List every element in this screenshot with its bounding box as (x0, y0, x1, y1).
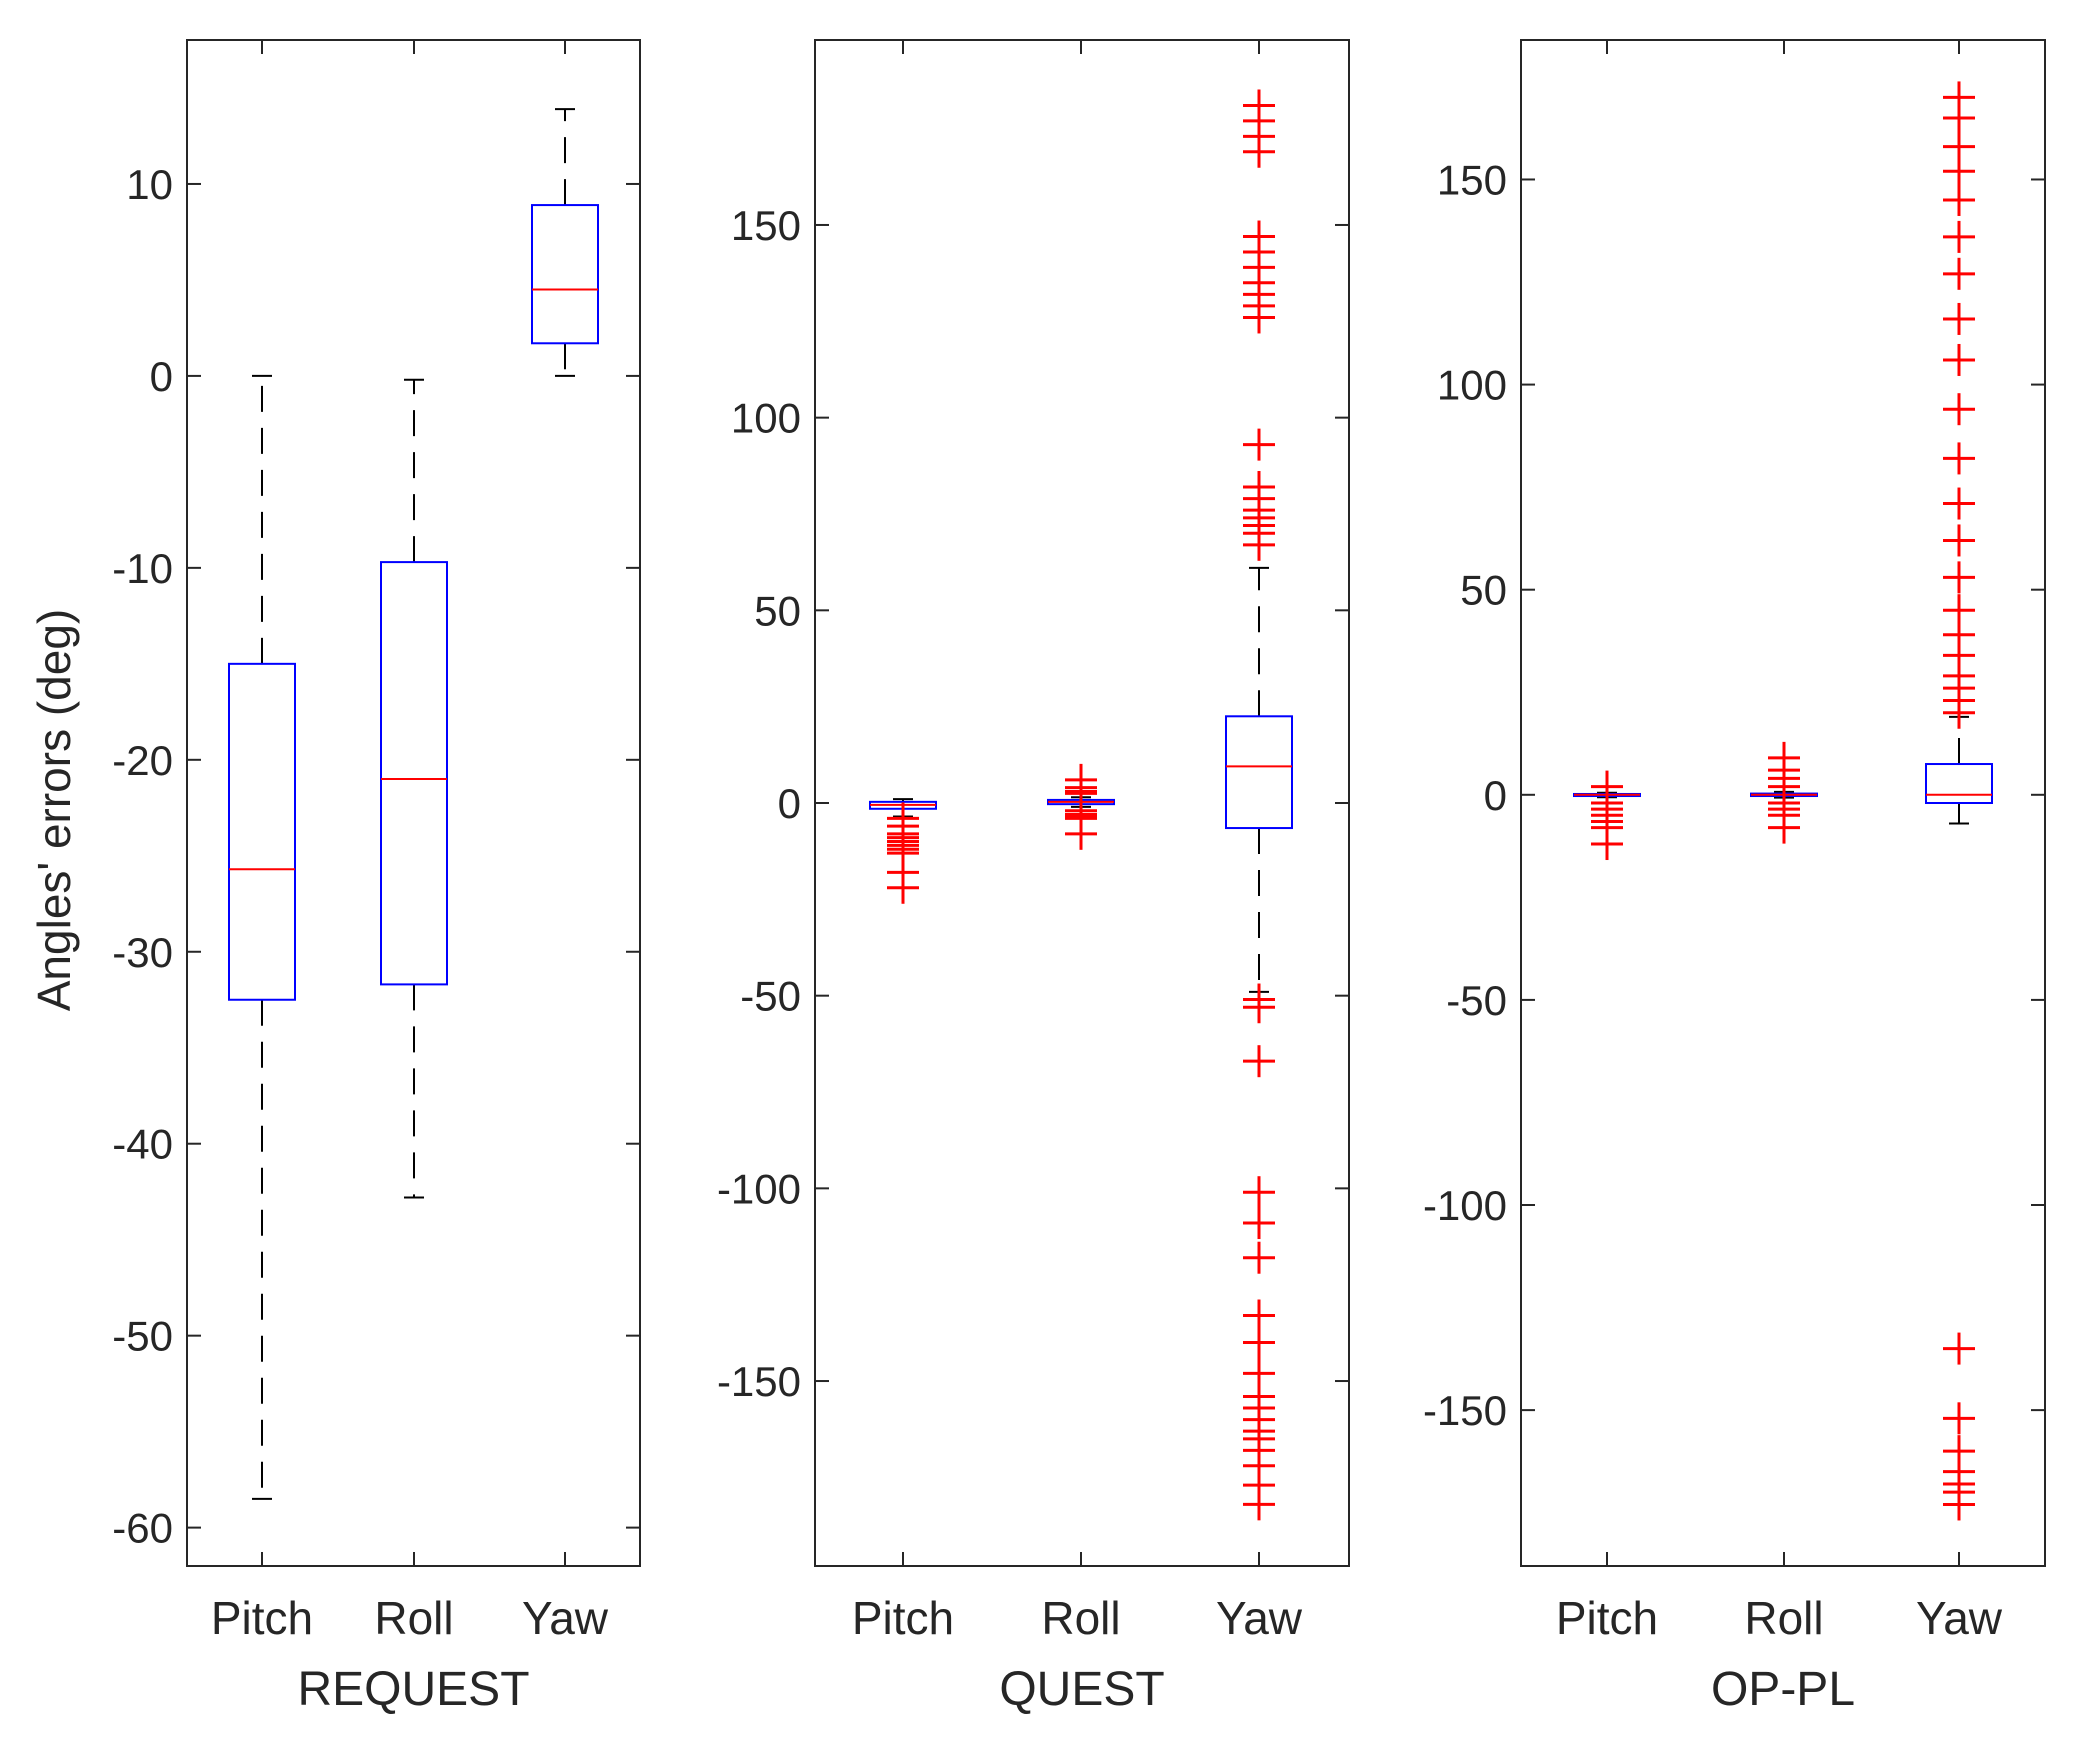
outlier-marker (1943, 524, 1975, 557)
outlier-marker (1768, 811, 1800, 844)
outlier-marker (1943, 561, 1975, 594)
box-pitch (228, 374, 296, 1500)
outlier-marker (1943, 343, 1975, 376)
x-tick-label: Yaw (1216, 1592, 1303, 1644)
y-tick-label: -60 (112, 1505, 173, 1552)
panel-op-pl: 150 100 50 0 -50 -100 -150 Pitch Roll Yaw OP-PL (1423, 39, 2046, 1716)
box-yaw (1225, 89, 1293, 1521)
outlier-marker (1943, 101, 1975, 134)
outlier-marker (1243, 428, 1275, 461)
y-tick-label: -10 (112, 545, 173, 592)
y-tick-label: -100 (1423, 1182, 1507, 1229)
x-tick-label: Pitch (852, 1592, 954, 1644)
y-tick-label: 50 (754, 587, 801, 634)
outlier-marker (1243, 1241, 1275, 1274)
outlier-marker (1943, 302, 1975, 335)
outlier-marker (1943, 155, 1975, 188)
y-tick-label: 10 (126, 161, 173, 208)
outlier-marker (1243, 1326, 1275, 1359)
outlier-marker (1591, 828, 1623, 861)
y-tick-label: -150 (1423, 1387, 1507, 1434)
y-tick-label: 0 (778, 780, 801, 827)
y-axis-label: Angles' errors (deg) (28, 609, 80, 1012)
outlier-marker (1243, 991, 1275, 1024)
y-tick-label: -20 (112, 737, 173, 784)
y-tick-label: -50 (740, 973, 801, 1020)
iqr-box (1225, 715, 1293, 830)
outlier-marker (1243, 528, 1275, 561)
outlier-marker (1943, 442, 1975, 475)
outlier-marker (1943, 487, 1975, 520)
y-tick-label: 100 (731, 395, 801, 442)
box-roll (1750, 741, 1818, 844)
iqr-box (1925, 763, 1993, 804)
outlier-marker (1943, 220, 1975, 253)
outlier-marker (887, 871, 919, 904)
outlier-marker (1243, 1299, 1275, 1332)
outlier-marker (1943, 1488, 1975, 1521)
y-tick-label: -150 (717, 1358, 801, 1405)
y-tick-label: 0 (1484, 772, 1507, 819)
outlier-marker (1243, 135, 1275, 168)
x-axis-label: OP-PL (1711, 1663, 1855, 1716)
box-yaw (1925, 81, 1993, 1521)
panel-request: 10 0 -10 -20 -30 -40 -50 -60 Pitch Roll Yaw REQUEST (112, 39, 641, 1716)
x-tick-label: Yaw (1916, 1592, 2003, 1644)
y-tick-label: 150 (731, 202, 801, 249)
box-yaw (531, 108, 599, 377)
box-pitch (1573, 770, 1641, 861)
x-tick-label: Roll (1041, 1592, 1120, 1644)
outlier-marker (1943, 1402, 1975, 1435)
x-tick-label: Pitch (211, 1592, 313, 1644)
outlier-marker (1243, 1176, 1275, 1209)
outlier-marker (1943, 1332, 1975, 1365)
x-tick-label: Roll (1744, 1592, 1823, 1644)
x-axis-label: REQUEST (297, 1663, 529, 1716)
y-tick-label: 150 (1437, 156, 1507, 203)
box-roll (380, 378, 448, 1199)
outlier-marker (1243, 301, 1275, 334)
x-tick-label: Yaw (522, 1592, 609, 1644)
y-tick-label: -40 (112, 1121, 173, 1168)
outlier-marker (1243, 1045, 1275, 1078)
panel-quest: 150 100 50 0 -50 -100 -150 Pitch Roll Yaw QUEST (717, 39, 1350, 1716)
outlier-marker (1943, 696, 1975, 729)
x-tick-label: Pitch (1556, 1592, 1658, 1644)
iqr-box (531, 204, 599, 345)
outlier-marker (1943, 393, 1975, 426)
box-roll (1047, 763, 1115, 850)
y-tick-label: -30 (112, 929, 173, 976)
y-tick-label: 50 (1460, 567, 1507, 614)
x-axis-label: QUEST (999, 1663, 1164, 1716)
outlier-marker (1065, 817, 1097, 850)
outlier-marker (1943, 183, 1975, 216)
iqr-box (380, 561, 448, 986)
y-tick-label: -50 (112, 1313, 173, 1360)
outlier-marker (1243, 1488, 1275, 1521)
outlier-marker (1243, 1207, 1275, 1240)
outlier-marker (1943, 257, 1975, 290)
y-tick-label: -50 (1446, 977, 1507, 1024)
iqr-box (228, 662, 296, 1001)
x-tick-label: Roll (374, 1592, 453, 1644)
y-tick-label: 100 (1437, 362, 1507, 409)
y-tick-label: -100 (717, 1165, 801, 1212)
y-tick-label: 0 (150, 353, 173, 400)
box-pitch (869, 798, 937, 904)
